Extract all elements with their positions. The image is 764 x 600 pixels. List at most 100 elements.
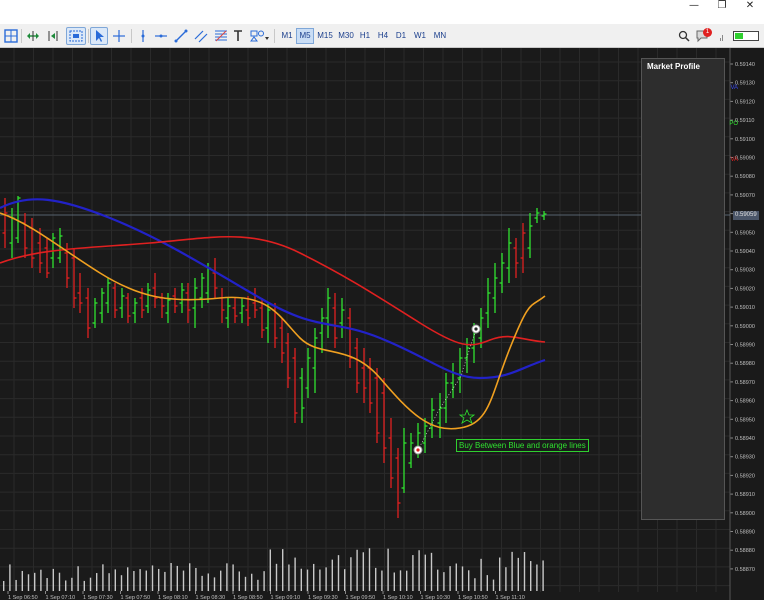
search-button[interactable] <box>676 27 692 45</box>
volume-bar <box>282 549 284 591</box>
vertical-line-button[interactable] <box>134 27 152 45</box>
scroll-chart-icon <box>27 31 39 41</box>
horizontal-line-icon <box>155 34 167 38</box>
close-button[interactable]: ✕ <box>736 0 764 14</box>
volume-bar <box>213 577 216 591</box>
crosshair-icon <box>113 30 125 42</box>
orange-moving-average-line <box>0 212 546 430</box>
volume-bar <box>96 573 98 591</box>
volume-bar <box>300 568 302 591</box>
volume-bar <box>164 571 166 591</box>
restore-icon: ❐ <box>717 0 727 11</box>
time-axis-label: 1 Sep 09:10 <box>271 595 301 600</box>
signal-strength <box>718 27 724 45</box>
timeframe-m30-button[interactable]: M30 <box>338 31 354 40</box>
price-axis-label: 0.59130 <box>735 81 755 87</box>
volume-bar <box>381 570 383 591</box>
price-axis-label: 0.58920 <box>735 473 755 479</box>
zoom-button[interactable] <box>66 27 86 45</box>
timeframe-mn-button[interactable]: MN <box>433 31 447 40</box>
crosshair-button[interactable] <box>110 27 128 45</box>
trendline-icon <box>174 29 188 43</box>
volume-bar <box>455 563 457 591</box>
volume-bar <box>468 570 470 591</box>
restore-button[interactable]: ❐ <box>708 0 736 14</box>
price-axis-label: 0.58990 <box>735 343 755 349</box>
price-axis-label: 0.58980 <box>735 361 755 367</box>
volume-bar <box>71 577 73 591</box>
chart-grid-button[interactable] <box>2 27 20 45</box>
time-axis-label: 1 Sep 07:10 <box>46 595 76 600</box>
time-axis-label: 1 Sep 11:10 <box>496 595 525 600</box>
timeframe-h1-button[interactable]: H1 <box>359 31 371 40</box>
timeframe-m1-button[interactable]: M1 <box>281 31 293 40</box>
buy-signal-label: Buy Between Blue and orange lines <box>456 439 589 452</box>
volume-bar <box>220 570 222 591</box>
volume-bar <box>474 578 476 591</box>
trendline-button[interactable] <box>172 27 190 45</box>
time-axis-label: 1 Sep 09:50 <box>346 595 376 600</box>
volume-bar <box>40 569 42 591</box>
volume-bar <box>325 567 327 591</box>
volume-bar <box>158 568 160 591</box>
timeframe-w1-button[interactable]: W1 <box>414 31 426 40</box>
vah-level-label: VA <box>730 85 738 91</box>
volume-bar <box>89 577 92 591</box>
volume-bar <box>505 567 507 591</box>
channel-button[interactable] <box>192 27 210 45</box>
price-axis-label: 0.59140 <box>735 62 755 68</box>
price-chart[interactable]: 0.59140 0.59130 0.59120 0.59110 0.59100 0.590… <box>0 48 764 600</box>
volume-bar <box>294 557 296 591</box>
volume-bar <box>536 564 538 591</box>
price-axis-label: 0.59020 <box>735 286 755 292</box>
market-profile-title: Market Profile <box>647 62 700 71</box>
volume-bar <box>350 557 352 591</box>
shapes-dropdown-button[interactable] <box>248 27 272 45</box>
volume-bar <box>108 573 110 591</box>
price-axis-label: 0.58970 <box>735 380 755 386</box>
volume-bar <box>430 552 433 591</box>
price-axis-label: 0.59090 <box>735 156 755 162</box>
volume-bar <box>406 570 408 591</box>
price-axis-label: 0.59000 <box>735 324 755 330</box>
volume-bar <box>517 557 519 591</box>
timeframe-d1-button[interactable]: D1 <box>395 31 407 40</box>
volume-bar <box>46 578 48 591</box>
volume-bar <box>313 563 315 591</box>
notification-badge: 1 <box>703 28 712 37</box>
timeframe-h4-button[interactable]: H4 <box>377 31 389 40</box>
volume-bar <box>362 552 364 591</box>
time-axis-label: 1 Sep 07:50 <box>121 595 151 600</box>
volume-bar <box>176 565 178 591</box>
current-price-tag: 0.59059 <box>733 211 759 220</box>
notifications-button[interactable]: 1 <box>694 27 714 45</box>
volume-bar <box>399 570 402 591</box>
chart-shift-button[interactable] <box>44 27 62 45</box>
volume-bar <box>480 558 482 591</box>
connection-indicator <box>733 31 759 41</box>
price-axis-label: 0.58960 <box>735 399 755 405</box>
chart-grid-icon <box>4 29 18 43</box>
channel-icon <box>194 30 208 43</box>
cursor-button[interactable] <box>90 27 108 45</box>
volume-bar <box>238 571 240 591</box>
price-axis-label: 0.58870 <box>735 567 755 573</box>
text-button[interactable] <box>230 27 246 45</box>
timeframe-m5-button[interactable]: M5 <box>296 28 314 44</box>
volume-bar <box>449 566 451 591</box>
time-axis-label: 1 Sep 09:30 <box>308 595 338 600</box>
horizontal-line-button[interactable] <box>152 27 170 45</box>
minimize-button[interactable]: — <box>680 0 708 14</box>
fibonacci-button[interactable] <box>212 27 230 45</box>
time-axis-label: 1 Sep 07:30 <box>83 595 113 600</box>
volume-bar <box>182 570 185 591</box>
signal-bars-icon <box>720 35 723 41</box>
time-axis-label: 1 Sep 08:50 <box>233 595 263 600</box>
volume-bar <box>207 573 209 591</box>
volume-bar <box>65 580 67 591</box>
volume-bar <box>27 574 30 591</box>
timeframe-m15-button[interactable]: M15 <box>317 31 333 40</box>
volume-bar <box>443 572 445 591</box>
volume-bar <box>151 565 154 591</box>
scroll-chart-button[interactable] <box>24 27 42 45</box>
